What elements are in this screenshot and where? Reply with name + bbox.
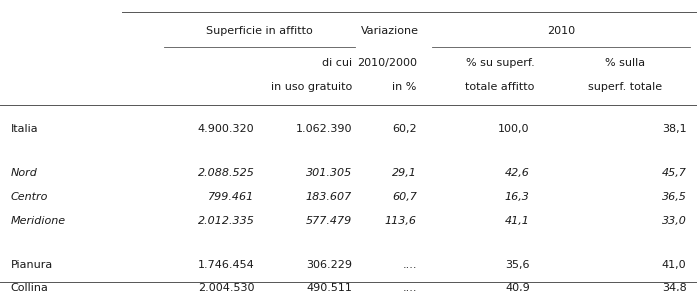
Text: Variazione: Variazione [361,26,420,36]
Text: 38,1: 38,1 [662,125,687,134]
Text: di cui: di cui [322,58,352,68]
Text: 183.607: 183.607 [306,192,352,202]
Text: % su superf.: % su superf. [466,58,535,68]
Text: 490.511: 490.511 [306,283,352,291]
Text: in uso gratuito: in uso gratuito [270,82,352,92]
Text: 16,3: 16,3 [505,192,530,202]
Text: 306.229: 306.229 [306,260,352,269]
Text: 35,6: 35,6 [505,260,530,269]
Text: 799.461: 799.461 [208,192,254,202]
Text: 2.088.525: 2.088.525 [197,168,254,178]
Text: Superficie in affitto: Superficie in affitto [206,26,313,36]
Text: 41,0: 41,0 [662,260,687,269]
Text: 60,2: 60,2 [392,125,417,134]
Text: 29,1: 29,1 [392,168,417,178]
Text: Centro: Centro [10,192,48,202]
Text: ....: .... [402,260,417,269]
Text: 45,7: 45,7 [661,168,687,178]
Text: 41,1: 41,1 [505,216,530,226]
Text: Nord: Nord [10,168,38,178]
Text: 2010/2000: 2010/2000 [357,58,417,68]
Text: 2.012.335: 2.012.335 [197,216,254,226]
Text: 42,6: 42,6 [505,168,530,178]
Text: 2.004.530: 2.004.530 [198,283,254,291]
Text: 113,6: 113,6 [385,216,417,226]
Text: 577.479: 577.479 [306,216,352,226]
Text: 100,0: 100,0 [498,125,530,134]
Text: totale affitto: totale affitto [466,82,535,92]
Text: in %: in % [392,82,417,92]
Text: Pianura: Pianura [10,260,53,269]
Text: Italia: Italia [10,125,38,134]
Text: Meridione: Meridione [10,216,66,226]
Text: 36,5: 36,5 [661,192,687,202]
Text: Collina: Collina [10,283,48,291]
Text: 4.900.320: 4.900.320 [198,125,254,134]
Text: 60,7: 60,7 [392,192,417,202]
Text: superf. totale: superf. totale [588,82,663,92]
Text: ....: .... [402,283,417,291]
Text: 34,8: 34,8 [661,283,687,291]
Text: 301.305: 301.305 [306,168,352,178]
Text: 40,9: 40,9 [505,283,530,291]
Text: % sulla: % sulla [606,58,645,68]
Text: 1.746.454: 1.746.454 [198,260,254,269]
Text: 2010: 2010 [547,26,575,36]
Text: 33,0: 33,0 [661,216,687,226]
Text: 1.062.390: 1.062.390 [296,125,352,134]
